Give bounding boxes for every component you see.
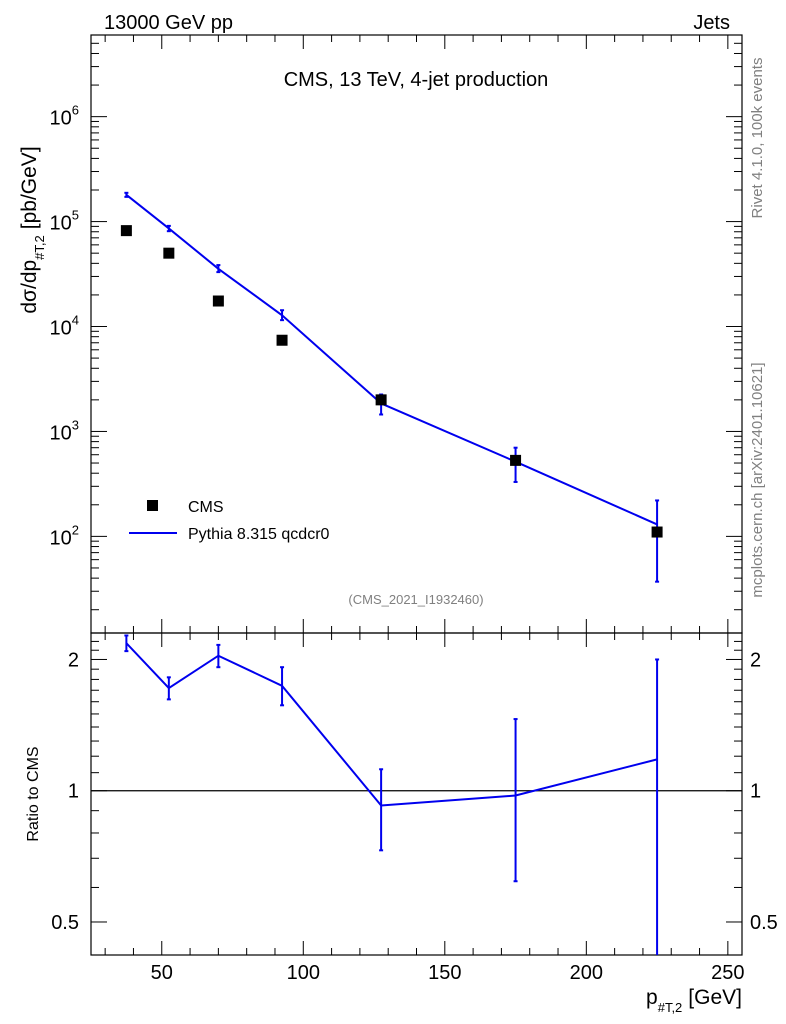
main-y-tick-label: 103 (50, 417, 79, 444)
ratio-y-tick-label: 1 (68, 781, 79, 803)
ratio-y-tick-label-right: 2 (750, 649, 761, 671)
xlabel-main: p (646, 986, 658, 1009)
main-panel: 102 103 104 105 106 CMS, 13 TeV, 4-jet produ… (18, 34, 743, 634)
ratio-y-tick-label-right: 1 (750, 781, 761, 803)
main-minor-ticks (91, 34, 742, 611)
svg-text:dσ/dp#T,2[pb/GeV]: dσ/dp#T,2 [pb/GeV] (18, 146, 47, 313)
cms-data-points (120, 225, 663, 538)
x-axis-label: p#T,2 [GeV] (646, 986, 742, 1015)
ratio-y-ticks: 0.5 0.5 1 1 2 2 (51, 649, 778, 934)
cms-data-point (651, 526, 663, 538)
ratio-y-label: Ratio to CMS (25, 746, 42, 841)
ratio-y-tick-label: 2 (68, 649, 79, 671)
mc-series-line (125, 194, 658, 526)
cms-data-point (510, 454, 522, 466)
cms-data-point (276, 334, 288, 346)
ratio-series-line (125, 642, 658, 807)
cms-data-point (375, 394, 387, 406)
ratio-error-bars (124, 634, 660, 955)
ratio-panel: 50 100 150 200 250 0.5 0.5 1 1 2 2 Ratio to CMS p… (25, 632, 778, 1015)
main-y-tick-label: 102 (50, 522, 79, 549)
ratio-frame (90, 632, 743, 956)
main-y-tick-label: 104 (50, 313, 79, 340)
x-tick-label: 200 (570, 962, 603, 984)
ylabel-unit: [pb/GeV] (18, 146, 41, 229)
ratio-x-ticks: 50 100 150 200 250 (104, 633, 745, 984)
mcplots-site-label: mcplots.cern.ch [arXiv:2401.10621] (749, 362, 766, 597)
main-x-ticks (104, 35, 729, 633)
x-tick-label: 100 (287, 962, 320, 984)
x-tick-label: 250 (711, 962, 744, 984)
rivet-version-label: Rivet 4.1.0, 100k events (749, 58, 766, 219)
analysis-watermark: (CMS_2021_I1932460) (348, 592, 483, 607)
legend-label-mc: Pythia 8.315 qcdcr0 (188, 526, 330, 543)
ratio-y-tick-label: 0.5 (51, 912, 79, 934)
ratio-minor-ticks (91, 640, 742, 888)
xlabel-unit: [GeV] (688, 986, 742, 1009)
ylabel-sub: #T,2 (32, 235, 47, 260)
cms-data-point (120, 225, 132, 237)
legend-marker-cms (147, 500, 158, 511)
header-right: Jets (693, 12, 730, 34)
chart-title: CMS, 13 TeV, 4-jet production (284, 69, 549, 91)
x-tick-label: 50 (151, 962, 173, 984)
main-y-ticks: 102 103 104 105 106 (50, 103, 742, 549)
xlabel-sub: #T,2 (658, 1000, 683, 1015)
main-y-tick-label: 106 (50, 103, 79, 130)
cms-data-point (212, 295, 224, 307)
y-axis-label-main: dσ/dp#T,2 [pb/GeV] (18, 146, 47, 313)
cms-data-point (163, 247, 175, 259)
legend: CMS Pythia 8.315 qcdcr0 (129, 499, 330, 543)
mc-error-bars (124, 191, 660, 583)
ratio-y-tick-label-right: 0.5 (750, 912, 778, 934)
header-left: 13000 GeV pp (104, 12, 233, 34)
main-y-tick-label: 105 (50, 208, 79, 235)
main-frame (90, 34, 743, 634)
legend-label-cms: CMS (188, 499, 224, 516)
ylabel-main: dσ/dp (18, 260, 41, 314)
x-tick-label: 150 (428, 962, 461, 984)
